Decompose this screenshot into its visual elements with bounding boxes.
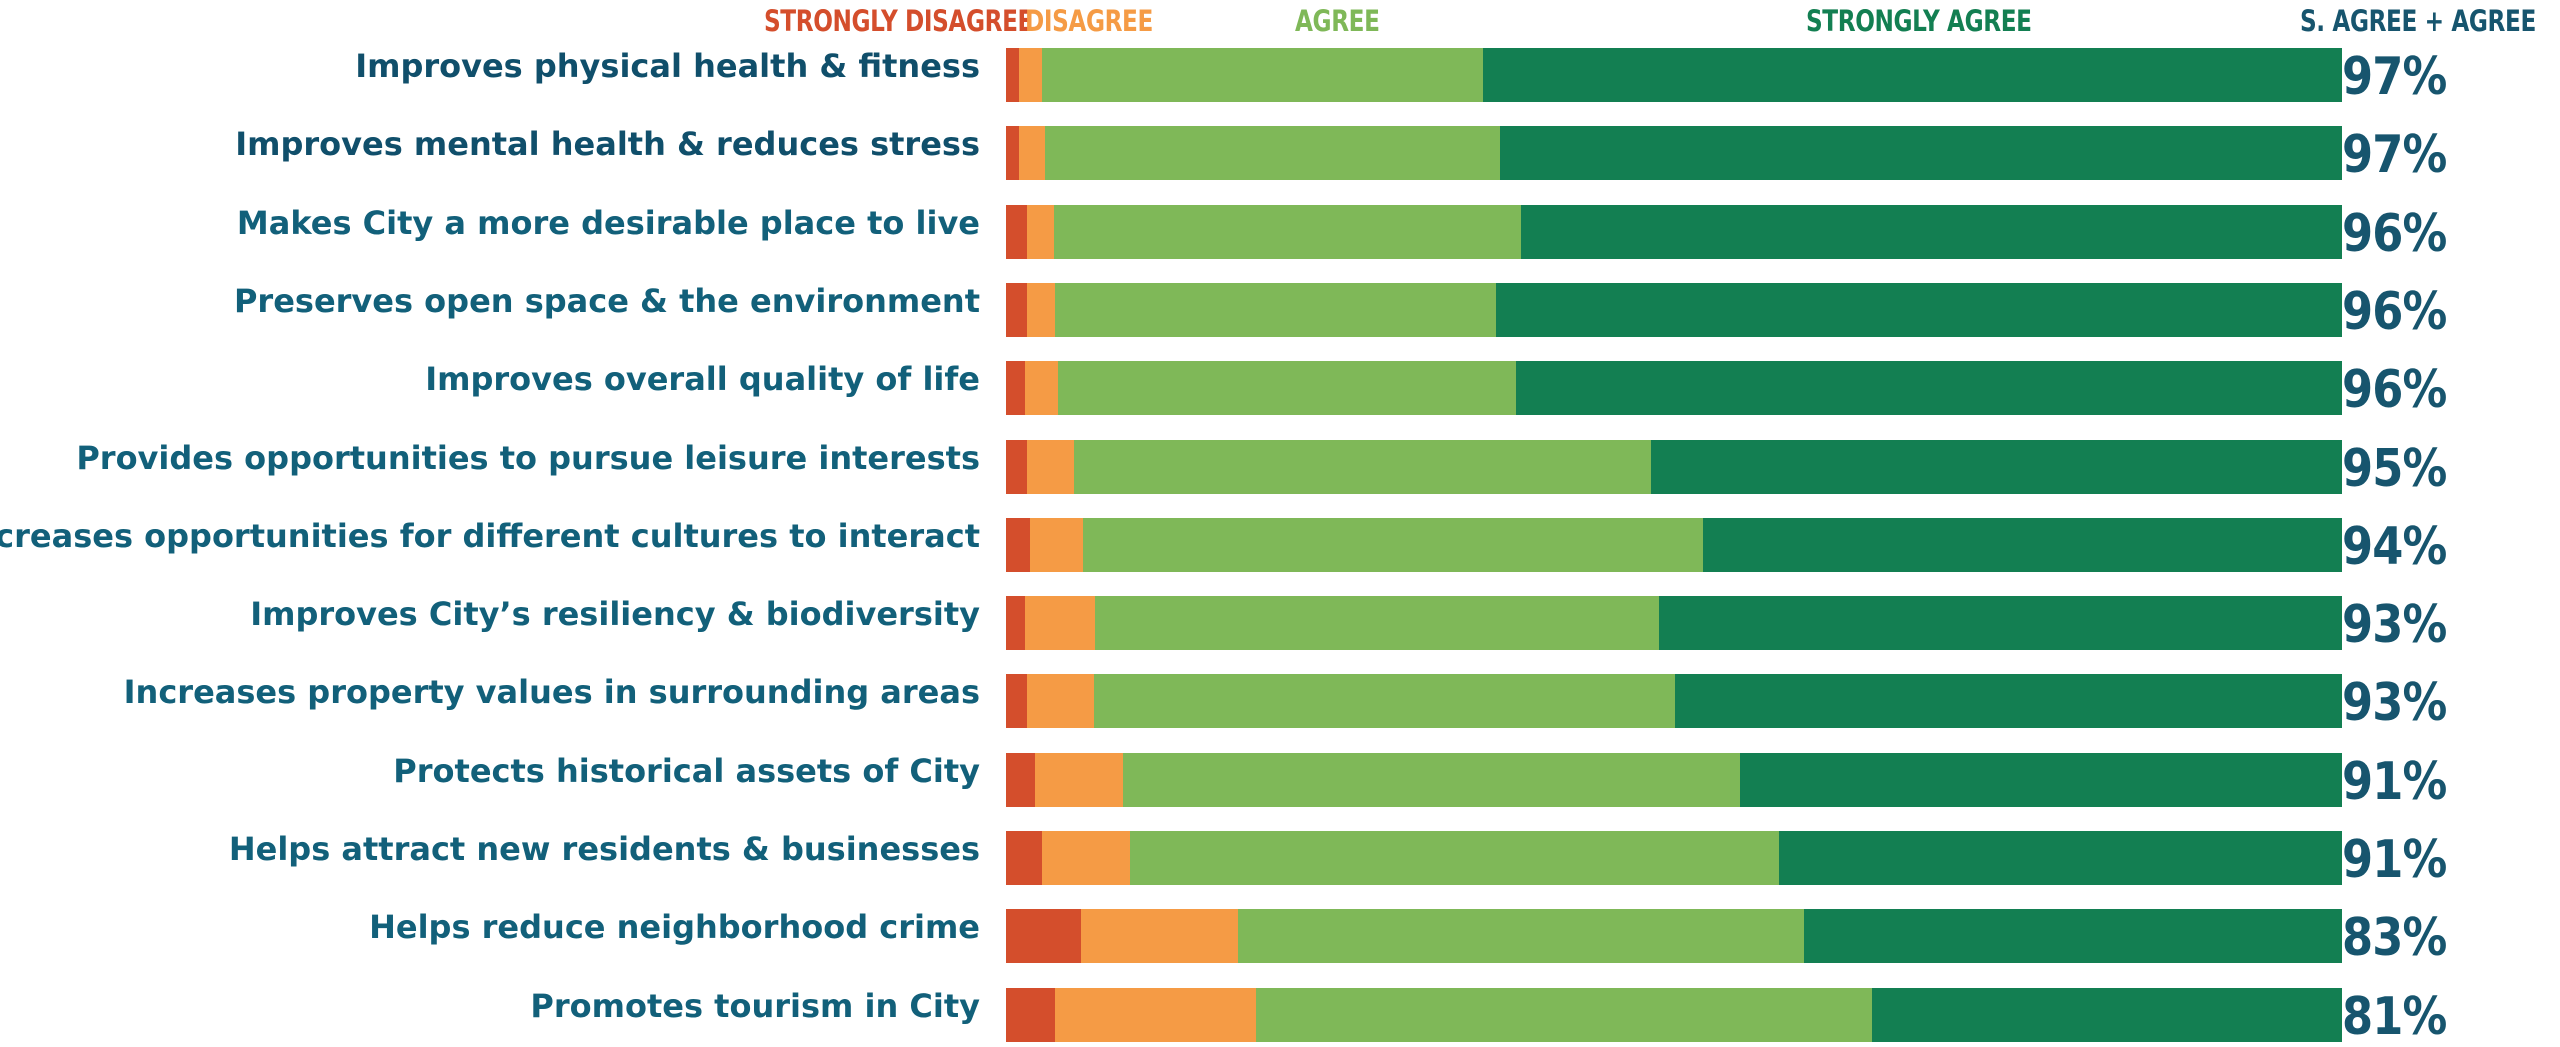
bar-segment-disagree <box>1030 518 1085 572</box>
bar-segment-agree <box>1123 753 1741 807</box>
bar-segment-strongly-agree <box>1499 126 2342 180</box>
category-label: Promotes tourism in City <box>530 987 980 1025</box>
bar-segment-strongly-agree <box>1495 283 2342 337</box>
bar-segment-disagree <box>1027 283 1056 337</box>
bar-segment-agree <box>1130 831 1780 885</box>
bar-segment-agree <box>1042 48 1484 102</box>
bar-segment-disagree <box>1024 596 1097 650</box>
bar-segment-strongly-agree <box>1482 48 2342 102</box>
legend-agree: AGREE <box>1295 4 1380 38</box>
category-label: Helps reduce neighborhood crime <box>369 908 980 946</box>
bar-segment-strongly-disagree <box>1006 283 1028 337</box>
total-agree-label: 93% <box>2342 595 2447 655</box>
category-label: Protects historical assets of City <box>393 752 980 790</box>
category-label: Makes City a more desirable place to liv… <box>236 204 980 242</box>
bar-segment-strongly-disagree <box>1006 831 1043 885</box>
bar-segment-strongly-disagree <box>1006 361 1026 415</box>
bar-segment-strongly-disagree <box>1006 674 1028 728</box>
bar-segment-strongly-disagree <box>1006 596 1026 650</box>
total-agree-label: 95% <box>2342 439 2447 499</box>
category-label: Increases opportunities for different cu… <box>0 517 980 555</box>
bar-segment-agree <box>1238 909 1805 963</box>
bar-segment-strongly-agree <box>1515 361 2342 415</box>
total-agree-label: 94% <box>2342 517 2447 577</box>
bar-segment-strongly-disagree <box>1006 205 1028 259</box>
category-label: Helps attract new residents & businesses <box>228 830 980 868</box>
bar-segment-strongly-agree <box>1778 831 2342 885</box>
bar-segment-strongly-disagree <box>1006 48 1020 102</box>
bar-segment-agree <box>1074 440 1652 494</box>
bar-segment-strongly-agree <box>1804 909 2342 963</box>
bar-segment-agree <box>1083 518 1704 572</box>
bar-segment-strongly-agree <box>1702 518 2342 572</box>
total-agree-label: 96% <box>2342 360 2447 420</box>
bar-segment-disagree <box>1027 440 1075 494</box>
bar-segment-strongly-disagree <box>1006 753 1036 807</box>
bar-segment-strongly-agree <box>1740 753 2342 807</box>
category-label: Provides opportunities to pursue leisure… <box>76 439 980 477</box>
bar-segment-disagree <box>1080 909 1239 963</box>
bar-segment-disagree <box>1027 205 1055 259</box>
bar-segment-strongly-disagree <box>1006 909 1082 963</box>
total-agree-label: 96% <box>2342 282 2447 342</box>
bar-segment-disagree <box>1055 988 1257 1042</box>
legend-strongly-agree: STRONGLY AGREE <box>1806 4 2032 38</box>
bar-segment-disagree <box>1024 361 1059 415</box>
bar-segment-strongly-agree <box>1650 440 2342 494</box>
bar-segment-disagree <box>1019 126 1046 180</box>
bar-segment-agree <box>1055 283 1497 337</box>
category-label: Improves overall quality of life <box>425 360 980 398</box>
total-agree-label: 83% <box>2342 908 2447 968</box>
total-agree-label: 97% <box>2342 125 2447 185</box>
bar-segment-agree <box>1054 205 1522 259</box>
bar-segment-strongly-agree <box>1674 674 2342 728</box>
total-agree-label: 93% <box>2342 673 2447 733</box>
bar-segment-strongly-agree <box>1872 988 2342 1042</box>
bar-segment-disagree <box>1019 48 1043 102</box>
bar-segment-strongly-agree <box>1658 596 2342 650</box>
category-label: Improves physical health & fitness <box>355 47 980 85</box>
total-agree-label: 81% <box>2342 987 2447 1047</box>
bar-segment-agree <box>1094 674 1676 728</box>
legend-disagree: DISAGREE <box>1025 4 1153 38</box>
bar-segment-strongly-disagree <box>1006 126 1020 180</box>
bar-segment-disagree <box>1027 674 1095 728</box>
total-agree-label: 97% <box>2342 47 2447 107</box>
bar-segment-agree <box>1255 988 1873 1042</box>
category-label: Increases property values in surrounding… <box>123 673 980 711</box>
category-label: Preserves open space & the environment <box>233 282 980 320</box>
total-agree-label: 96% <box>2342 204 2447 264</box>
bar-segment-strongly-agree <box>1521 205 2342 259</box>
category-label: Improves City’s resiliency & biodiversit… <box>250 595 980 633</box>
bar-segment-strongly-disagree <box>1006 518 1031 572</box>
total-agree-label: 91% <box>2342 830 2447 890</box>
legend-strongly-disagree: STRONGLY DISAGREE <box>764 4 1033 38</box>
legend-total-header: S. AGREE + AGREE <box>2300 4 2536 38</box>
bar-segment-strongly-disagree <box>1006 440 1028 494</box>
bar-segment-agree <box>1095 596 1660 650</box>
bar-segment-disagree <box>1035 753 1125 807</box>
bar-segment-strongly-disagree <box>1006 988 1056 1042</box>
bar-segment-agree <box>1044 126 1501 180</box>
bar-segment-agree <box>1058 361 1517 415</box>
category-label: Improves mental health & reduces stress <box>235 125 980 163</box>
total-agree-label: 91% <box>2342 752 2447 812</box>
bar-segment-disagree <box>1042 831 1131 885</box>
